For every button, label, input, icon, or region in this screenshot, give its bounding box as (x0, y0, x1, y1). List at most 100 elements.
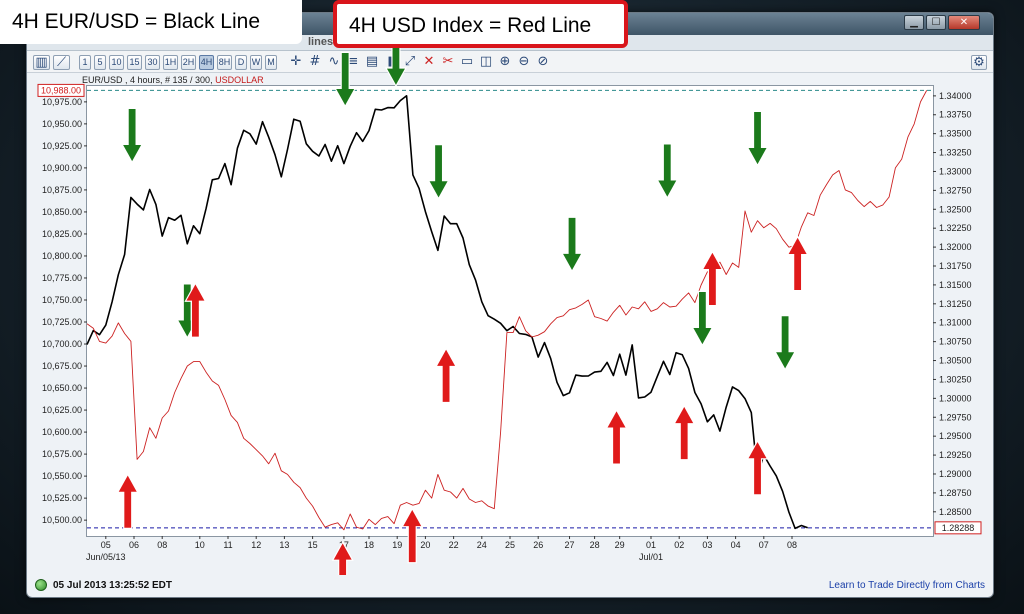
left-tick-label: 10,650.00 (42, 383, 82, 393)
right-tick-label: 1.31250 (939, 299, 972, 309)
right-tick-label: 1.31500 (939, 280, 972, 290)
x-tick-label: 28 (590, 540, 600, 550)
x-tick-label: 15 (308, 540, 318, 550)
x-tick-label: 26 (533, 540, 543, 550)
usdindex-series-line (86, 90, 928, 531)
green-down-arrow (427, 144, 450, 200)
chart-window: ▁ ☐ ✕ lines ▥ ⟋ 1 5 10 15 30 1H 2H 4H 8H D W M ✛ # ∿ ≡ ▤ ▮ ⤢… (26, 12, 994, 598)
red-up-arrow (746, 439, 769, 496)
right-tick-label: 1.34000 (939, 91, 972, 101)
timeframe-button-w[interactable]: W (250, 55, 262, 70)
red-up-arrow (605, 408, 628, 465)
x-tick-label: 06 (129, 540, 139, 550)
left-tick-label: 10,825.00 (42, 229, 82, 239)
x-tick-label: 25 (505, 540, 515, 550)
red-up-arrow (701, 250, 724, 307)
left-tick-label: 10,600.00 (42, 427, 82, 437)
left-tick-label: 10,750.00 (42, 295, 82, 305)
minimize-button[interactable]: ▁ (904, 15, 924, 30)
bar-chart-icon[interactable]: ▥ (33, 55, 50, 70)
indicator-icon[interactable]: ∿ (328, 54, 340, 69)
x-tick-label: 20 (420, 540, 430, 550)
green-down-arrow (561, 216, 584, 273)
timeframe-button-5[interactable]: 5 (94, 55, 106, 70)
x-tick-label: 11 (223, 540, 232, 550)
connection-status-icon (35, 579, 47, 591)
right-tick-label: 1.31750 (939, 261, 972, 271)
timeframe-button-1[interactable]: 1 (79, 55, 91, 70)
right-tick-label: 1.29750 (939, 412, 972, 422)
instrument-info: EUR/USD , 4 hours, # 135 / 300, (82, 75, 216, 85)
zoom-in-icon[interactable]: ⊕ (499, 54, 511, 69)
line-chart-icon[interactable]: ⟋ (53, 55, 70, 70)
x-tick-label: 19 (392, 540, 402, 550)
timeframe-button-30[interactable]: 30 (145, 55, 160, 70)
red-up-arrow (331, 540, 354, 575)
left-tick-label: 10,550.00 (42, 471, 82, 481)
red-up-arrow (116, 473, 139, 529)
red-up-arrow (401, 507, 424, 564)
zoom-out-icon[interactable]: ⊖ (518, 54, 530, 69)
x-tick-label: 04 (731, 540, 741, 550)
timeframe-button-2h[interactable]: 2H (181, 55, 196, 70)
timeframe-button-4h[interactable]: 4H (199, 55, 214, 70)
x-tick-label: 27 (565, 540, 575, 550)
left-tick-label: 10,575.00 (42, 449, 82, 459)
timeframe-button-15[interactable]: 15 (127, 55, 142, 70)
left-tick-label: 10,725.00 (42, 317, 82, 327)
right-tick-label: 1.30500 (939, 356, 972, 366)
x-tick-label: 18 (364, 540, 374, 550)
timeframe-button-1h[interactable]: 1H (163, 55, 178, 70)
timeframe-button-d[interactable]: D (235, 55, 247, 70)
left-marker-label: 10,988.00 (41, 85, 81, 95)
eurusd-series-line (86, 95, 808, 530)
chart-canvas: 10,500.00 10,525.00 10,550.00 10,575.00 10,6… (37, 31, 982, 575)
timeframe-button-10[interactable]: 10 (109, 55, 124, 70)
chart-toolbar: ▥ ⟋ 1 5 10 15 30 1H 2H 4H 8H D W M ✛ # ∿ ≡ ▤ ▮ ⤢ ✕ ✂ ▭ ◫ ⊕ ⊖ ⊘ ⚙ (27, 51, 993, 73)
close-button[interactable]: ✕ (948, 15, 980, 30)
right-tick-label: 1.33750 (939, 110, 972, 120)
red-up-arrow (786, 235, 809, 292)
grid-icon[interactable]: # (309, 54, 321, 69)
left-tick-label: 10,950.00 (42, 119, 82, 129)
left-tick-label: 10,800.00 (42, 251, 82, 261)
x-tick-label: 29 (615, 540, 625, 550)
volume-icon[interactable]: ▮ (387, 54, 395, 69)
left-tick-label: 10,700.00 (42, 339, 82, 349)
x-tick-label: 24 (477, 540, 487, 550)
green-down-arrow (656, 143, 679, 200)
trendline-icon[interactable]: ⤢ (404, 54, 416, 69)
right-tick-label: 1.32250 (939, 223, 972, 233)
settings-icon[interactable]: ⚙ (971, 55, 987, 70)
left-tick-label: 10,875.00 (42, 185, 82, 195)
right-tick-label: 1.32000 (939, 242, 972, 252)
red-up-arrow (673, 404, 696, 461)
preview-icon[interactable]: ◫ (479, 54, 493, 69)
print-icon[interactable]: ▭ (460, 54, 474, 69)
maximize-button[interactable]: ☐ (926, 15, 946, 30)
red-up-arrow (184, 282, 207, 338)
plot-frame[interactable] (86, 85, 934, 537)
green-down-arrow (746, 110, 769, 167)
right-tick-label: 1.30000 (939, 393, 972, 403)
erase-icon[interactable]: ✂ (442, 54, 454, 69)
delete-icon[interactable]: ✕ (423, 54, 435, 69)
left-marker-box (37, 83, 85, 97)
timeframe-button-m[interactable]: M (265, 55, 277, 70)
fibonacci-icon[interactable]: ≡ (347, 54, 359, 69)
left-tick-label: 10,975.00 (42, 97, 82, 107)
right-tick-label: 1.29500 (939, 431, 972, 441)
right-marker-box (934, 521, 982, 535)
green-down-arrow (121, 107, 144, 164)
learn-to-trade-link[interactable]: Learn to Trade Directly from Charts (828, 580, 985, 591)
right-tick-label: 1.30250 (939, 374, 972, 384)
tab-lines[interactable]: lines (308, 36, 334, 48)
right-tick-label: 1.33500 (939, 129, 972, 139)
x-tick-label: 07 (759, 540, 769, 550)
eurusd-callout: 4H EUR/USD = Black Line (0, 0, 302, 44)
crosshair-icon[interactable]: ✛ (290, 54, 302, 69)
channel-icon[interactable]: ▤ (365, 54, 379, 69)
timeframe-button-8h[interactable]: 8H (217, 55, 232, 70)
zoom-reset-icon[interactable]: ⊘ (537, 54, 549, 69)
status-bar: 05 Jul 2013 13:25:52 EDT Learn to Trade … (27, 575, 993, 597)
